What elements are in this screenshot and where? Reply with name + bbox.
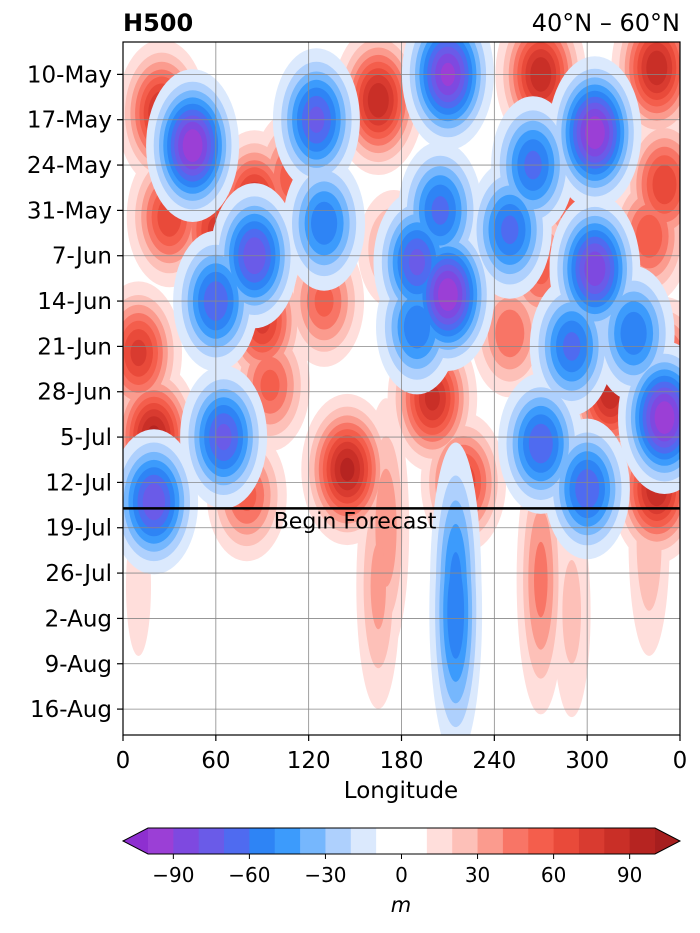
colorbar-segment	[553, 828, 580, 854]
colorbar-segment	[148, 828, 174, 854]
colorbar-segment	[426, 828, 453, 854]
y-tick-label: 12-Jul	[45, 470, 112, 496]
colorbar-segment	[604, 828, 631, 854]
forecast-annotation: Begin Forecast	[274, 509, 437, 534]
x-tick-label: 0	[116, 748, 131, 774]
x-tick-label: 240	[472, 748, 516, 774]
colorbar: −90 −60 −30 0 30 60 90	[121, 827, 682, 887]
x-tick-label: 120	[287, 748, 331, 774]
y-tick-label: 16-Aug	[30, 697, 112, 723]
colorbar-segment	[173, 828, 200, 854]
y-tick-label: 17-May	[27, 108, 112, 134]
x-tick-label: 300	[565, 748, 609, 774]
colorbar-segment	[325, 828, 352, 854]
anomaly-contour	[447, 565, 465, 659]
anomaly-field	[123, 42, 680, 735]
colorbar-segment	[477, 828, 504, 854]
y-tick-label: 31-May	[27, 198, 112, 224]
anomaly-contour	[340, 457, 355, 482]
anomaly-contour	[370, 542, 386, 630]
y-tick-label: 24-May	[27, 153, 112, 179]
colorbar-extend-low	[123, 828, 148, 854]
colorbar-segment	[274, 828, 301, 854]
y-tick-label: 9-Aug	[45, 652, 112, 678]
colorbar-tick-label: 90	[617, 863, 642, 887]
x-tick-label: 180	[380, 748, 424, 774]
x-tick-label: 0	[673, 748, 688, 774]
anomaly-contour	[182, 129, 203, 163]
colorbar-segment	[198, 828, 225, 854]
y-tick-label: 14-Jun	[37, 289, 112, 315]
colorbar-segment	[502, 828, 529, 854]
y-tick-label: 19-Jul	[45, 516, 112, 542]
colorbar-tick-label: 60	[541, 863, 566, 887]
colorbar-segment	[224, 828, 250, 854]
colorbar-outline	[121, 827, 682, 855]
anomaly-contour	[585, 116, 605, 150]
y-axis: 10-May 17-May 24-May 31-May 7-Jun 14-Jun 21-Ju…	[27, 62, 123, 723]
colorbar-tick-label: −30	[304, 863, 346, 887]
anomaly-contour	[403, 305, 431, 349]
colorbar-segment	[629, 828, 656, 854]
colorbar-tick-label: 30	[465, 863, 490, 887]
anomaly-contour	[260, 369, 280, 401]
colorbar-segment	[376, 828, 428, 854]
anomaly-contour	[654, 401, 675, 434]
anomaly-contour	[646, 50, 668, 86]
colorbar-tick-label: −60	[228, 863, 270, 887]
colorbar-extend-high	[655, 828, 680, 854]
y-tick-label: 21-Jun	[37, 334, 112, 360]
anomaly-contour	[142, 483, 166, 521]
anomaly-contour	[311, 201, 338, 245]
x-axis-label: Longitude	[344, 778, 458, 804]
anomaly-contour	[438, 278, 458, 311]
anomaly-contour	[620, 311, 647, 355]
y-tick-label: 5-Jul	[60, 425, 112, 451]
colorbar-tick-label: −90	[152, 863, 194, 887]
y-tick-label: 10-May	[27, 62, 112, 88]
x-tick-label: 60	[201, 748, 230, 774]
y-tick-label: 7-Jun	[52, 244, 112, 270]
anomaly-contour	[562, 560, 581, 664]
anomaly-contour	[652, 164, 677, 205]
colorbar-segment	[350, 828, 377, 854]
chart-title-left: H500	[123, 9, 193, 37]
colorbar-tick-label: 0	[395, 863, 408, 887]
anomaly-contour	[584, 251, 606, 286]
y-tick-label: 28-Jun	[37, 380, 112, 406]
anomaly-contour	[528, 423, 553, 464]
colorbar-segment	[249, 828, 276, 854]
colorbar-label: m	[391, 893, 411, 917]
anomaly-contour	[130, 339, 147, 367]
anomaly-contour	[409, 249, 425, 276]
anomaly-contour	[501, 215, 519, 245]
colorbar-segment	[300, 828, 326, 854]
y-tick-label: 26-Jul	[45, 561, 112, 587]
anomaly-contour	[367, 83, 389, 118]
x-axis: 0 60 120 180 240 300 0	[116, 735, 688, 774]
colorbar-segment	[528, 828, 555, 854]
colorbar-segment	[578, 828, 605, 854]
anomaly-contour	[534, 541, 548, 618]
chart-title-right: 40°N – 60°N	[532, 9, 680, 37]
anomaly-contour	[495, 309, 525, 358]
colorbar-segment	[452, 828, 479, 854]
anomaly-contour	[636, 214, 663, 258]
y-tick-label: 2-Aug	[45, 606, 112, 632]
